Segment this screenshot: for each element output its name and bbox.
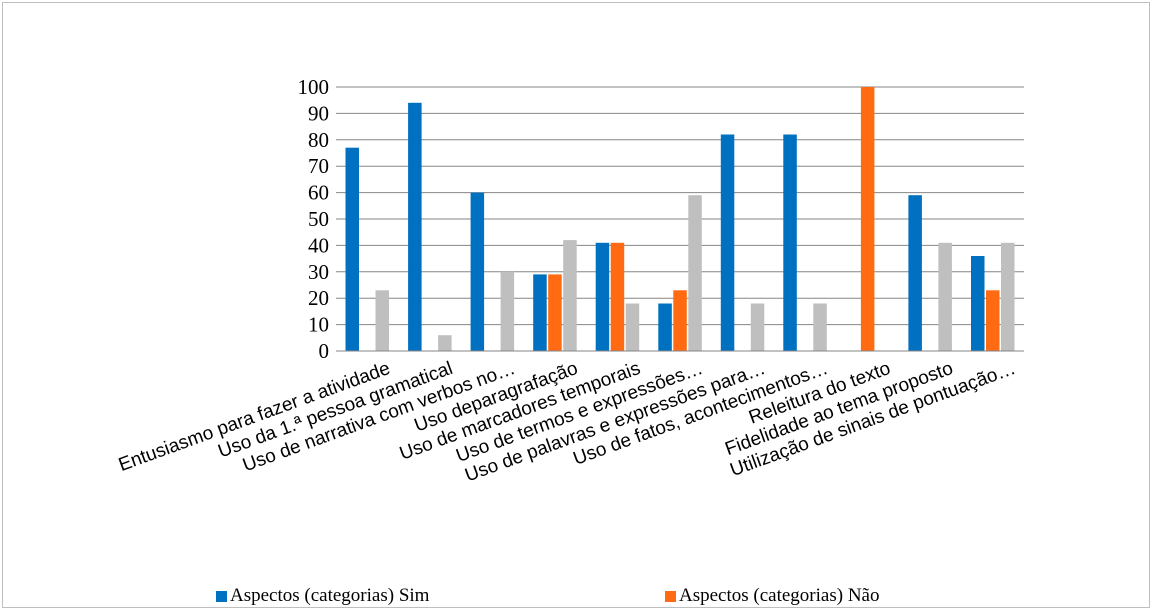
legend-item-sim: Aspectos (categorias) Sim xyxy=(216,584,429,608)
legend-label-sim: Aspectos (categorias) Sim xyxy=(230,585,430,606)
bar-sim-6 xyxy=(720,134,735,351)
bar-nao-4 xyxy=(610,242,625,351)
legend-swatch-nao xyxy=(665,590,676,602)
bar-nao-8 xyxy=(860,87,875,351)
y-tick-label: 100 xyxy=(298,75,330,99)
y-tick-label: 70 xyxy=(308,154,329,178)
y-tick-label: 40 xyxy=(308,233,329,257)
y-tick-label: 90 xyxy=(308,101,329,125)
bar-serie3-6 xyxy=(750,303,765,351)
y-tick-label: 80 xyxy=(308,128,329,152)
bar-sim-3 xyxy=(533,274,547,351)
bar-serie3-3 xyxy=(563,240,577,351)
legend-item-nao: Aspectos (categorias) Não xyxy=(665,584,879,608)
bars xyxy=(345,87,1015,351)
bar-serie3-10 xyxy=(1001,242,1015,351)
y-tick-label: 30 xyxy=(308,260,329,284)
bar-serie3-0 xyxy=(375,290,389,351)
bar-sim-7 xyxy=(783,134,797,351)
y-tick-label: 10 xyxy=(308,313,329,337)
bar-nao-3 xyxy=(548,274,562,351)
bar-sim-10 xyxy=(971,256,985,351)
bar-nao-10 xyxy=(986,290,1000,351)
y-tick-label: 20 xyxy=(308,286,329,310)
legend-label-nao: Aspectos (categorias) Não xyxy=(679,585,880,606)
bar-sim-4 xyxy=(595,242,610,351)
y-tick-label: 0 xyxy=(319,339,330,363)
bar-sim-9 xyxy=(908,195,922,351)
bar-serie3-4 xyxy=(625,303,640,351)
legend-swatch-sim xyxy=(216,590,227,602)
bar-serie3-2 xyxy=(500,271,515,351)
bar-serie3-9 xyxy=(938,242,952,351)
y-tick-label: 60 xyxy=(308,181,329,205)
bar-serie3-5 xyxy=(688,195,702,351)
bar-sim-1 xyxy=(408,102,422,351)
bar-nao-5 xyxy=(673,290,687,351)
bar-serie3-7 xyxy=(813,303,827,351)
bar-sim-5 xyxy=(658,303,672,351)
bar-sim-0 xyxy=(345,147,359,351)
y-tick-label: 50 xyxy=(308,207,329,231)
bar-sim-2 xyxy=(470,192,485,351)
bar-serie3-1 xyxy=(438,335,452,351)
